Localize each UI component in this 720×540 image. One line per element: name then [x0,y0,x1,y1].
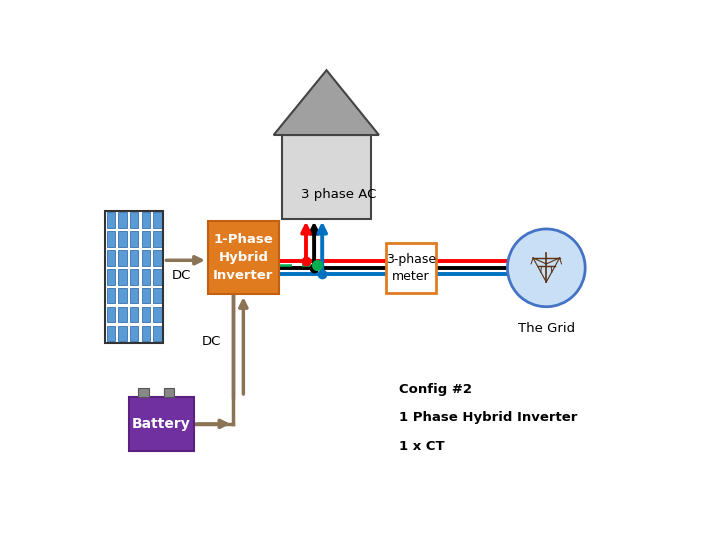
Circle shape [508,229,585,307]
Text: DC: DC [202,335,221,348]
FancyBboxPatch shape [130,269,138,285]
FancyBboxPatch shape [107,307,115,322]
FancyBboxPatch shape [130,212,138,228]
FancyBboxPatch shape [118,307,127,322]
FancyBboxPatch shape [118,288,127,303]
FancyBboxPatch shape [142,288,150,303]
FancyBboxPatch shape [153,231,162,247]
FancyBboxPatch shape [142,231,150,247]
FancyBboxPatch shape [142,250,150,266]
FancyBboxPatch shape [153,212,162,228]
Text: 1-Phase
Hybrid
Inverter: 1-Phase Hybrid Inverter [213,233,274,282]
FancyBboxPatch shape [153,250,162,266]
FancyBboxPatch shape [208,221,279,294]
FancyBboxPatch shape [107,231,115,247]
FancyBboxPatch shape [163,388,174,397]
FancyBboxPatch shape [118,212,127,228]
FancyBboxPatch shape [118,269,127,285]
FancyBboxPatch shape [107,250,115,266]
Text: 1 x CT: 1 x CT [399,440,444,453]
FancyBboxPatch shape [153,269,162,285]
FancyBboxPatch shape [130,250,138,266]
Text: 1 Phase Hybrid Inverter: 1 Phase Hybrid Inverter [399,411,577,424]
FancyBboxPatch shape [153,326,162,341]
Text: Battery: Battery [132,417,191,431]
Text: DC: DC [172,269,192,282]
FancyBboxPatch shape [153,288,162,303]
FancyBboxPatch shape [107,212,115,228]
FancyBboxPatch shape [142,307,150,322]
FancyBboxPatch shape [142,326,150,341]
FancyBboxPatch shape [118,231,127,247]
FancyBboxPatch shape [130,288,138,303]
FancyBboxPatch shape [142,269,150,285]
Text: Config #2: Config #2 [399,383,472,396]
Text: 3 phase AC: 3 phase AC [301,188,376,201]
FancyBboxPatch shape [153,307,162,322]
FancyBboxPatch shape [386,243,436,293]
FancyBboxPatch shape [130,231,138,247]
Text: The Grid: The Grid [518,322,575,335]
FancyBboxPatch shape [282,135,371,219]
FancyBboxPatch shape [118,326,127,341]
FancyBboxPatch shape [138,388,148,397]
FancyBboxPatch shape [118,250,127,266]
FancyBboxPatch shape [107,288,115,303]
FancyBboxPatch shape [130,307,138,322]
FancyBboxPatch shape [107,326,115,341]
FancyBboxPatch shape [130,326,138,341]
FancyBboxPatch shape [142,212,150,228]
Polygon shape [274,70,379,135]
FancyBboxPatch shape [107,269,115,285]
Text: 3-phase
meter: 3-phase meter [386,253,436,283]
FancyBboxPatch shape [129,397,194,451]
